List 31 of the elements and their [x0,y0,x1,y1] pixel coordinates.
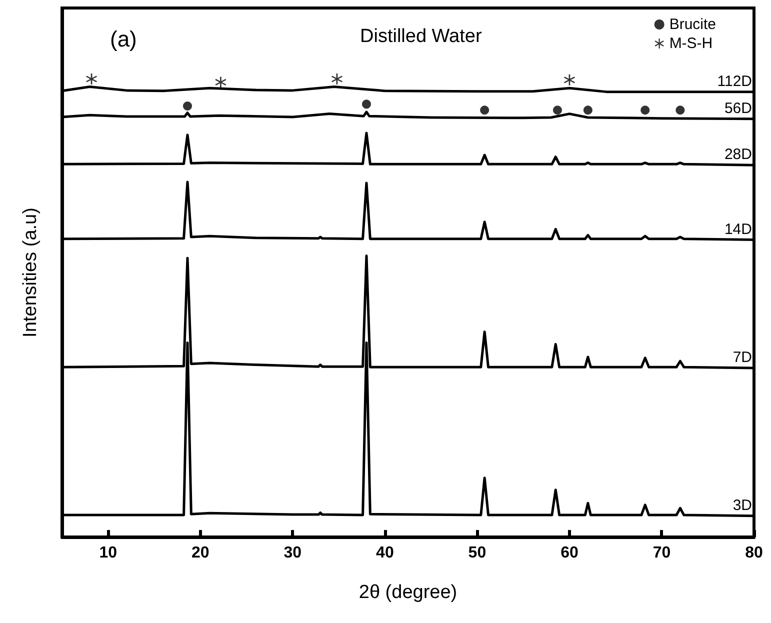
series-label: 3D [732,496,752,514]
point [331,73,342,84]
point [552,106,562,115]
point [86,73,98,84]
legend-label: M-S-H [669,35,713,52]
point [640,106,650,115]
point [362,100,371,109]
legend-label: Brucite [669,16,716,33]
series-label: 56D [724,100,752,117]
x-tick-label: 10 [99,544,118,562]
point [676,106,685,115]
x-tick-label: 70 [652,544,671,562]
series-label: 7D [732,348,752,366]
point [182,102,192,111]
x-tick-label: 20 [192,544,210,562]
text: (a) [110,26,137,52]
series-label: 112D [717,72,752,90]
chart-title: Distilled Water [360,26,482,47]
x-tick-label: 80 [745,544,763,562]
x-tick-label: 50 [468,544,486,562]
x-tick-label: 40 [376,544,394,562]
x-tick-label: 60 [560,544,578,562]
x-axis-title: 2θ (degree) [358,582,458,603]
x-tick-label: 30 [284,544,302,562]
point [564,74,575,86]
y-axis-title: Intensities (a.u) [20,208,41,338]
point [583,106,592,115]
point [215,76,226,88]
series-label: 14D [724,220,752,238]
point [480,106,490,115]
series-label: 28D [724,146,752,164]
